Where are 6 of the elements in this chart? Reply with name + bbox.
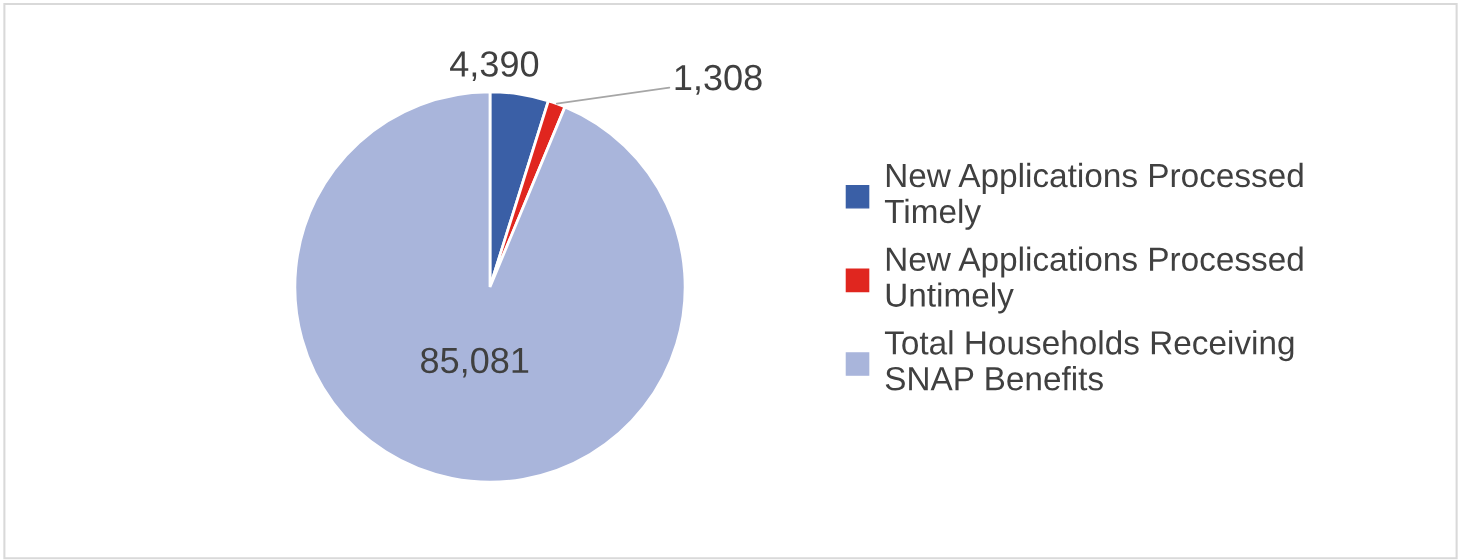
data-label: 1,308	[675, 64, 762, 95]
legend-label: Total Households Receiving SNAP Benefits	[884, 330, 1294, 391]
data-label: 85,081	[421, 347, 529, 378]
legend-label: New Applications Processed Timely	[884, 162, 1303, 230]
data-label: 4,390	[450, 51, 539, 82]
legend-label: New Applications Processed Untimely	[886, 246, 1303, 314]
